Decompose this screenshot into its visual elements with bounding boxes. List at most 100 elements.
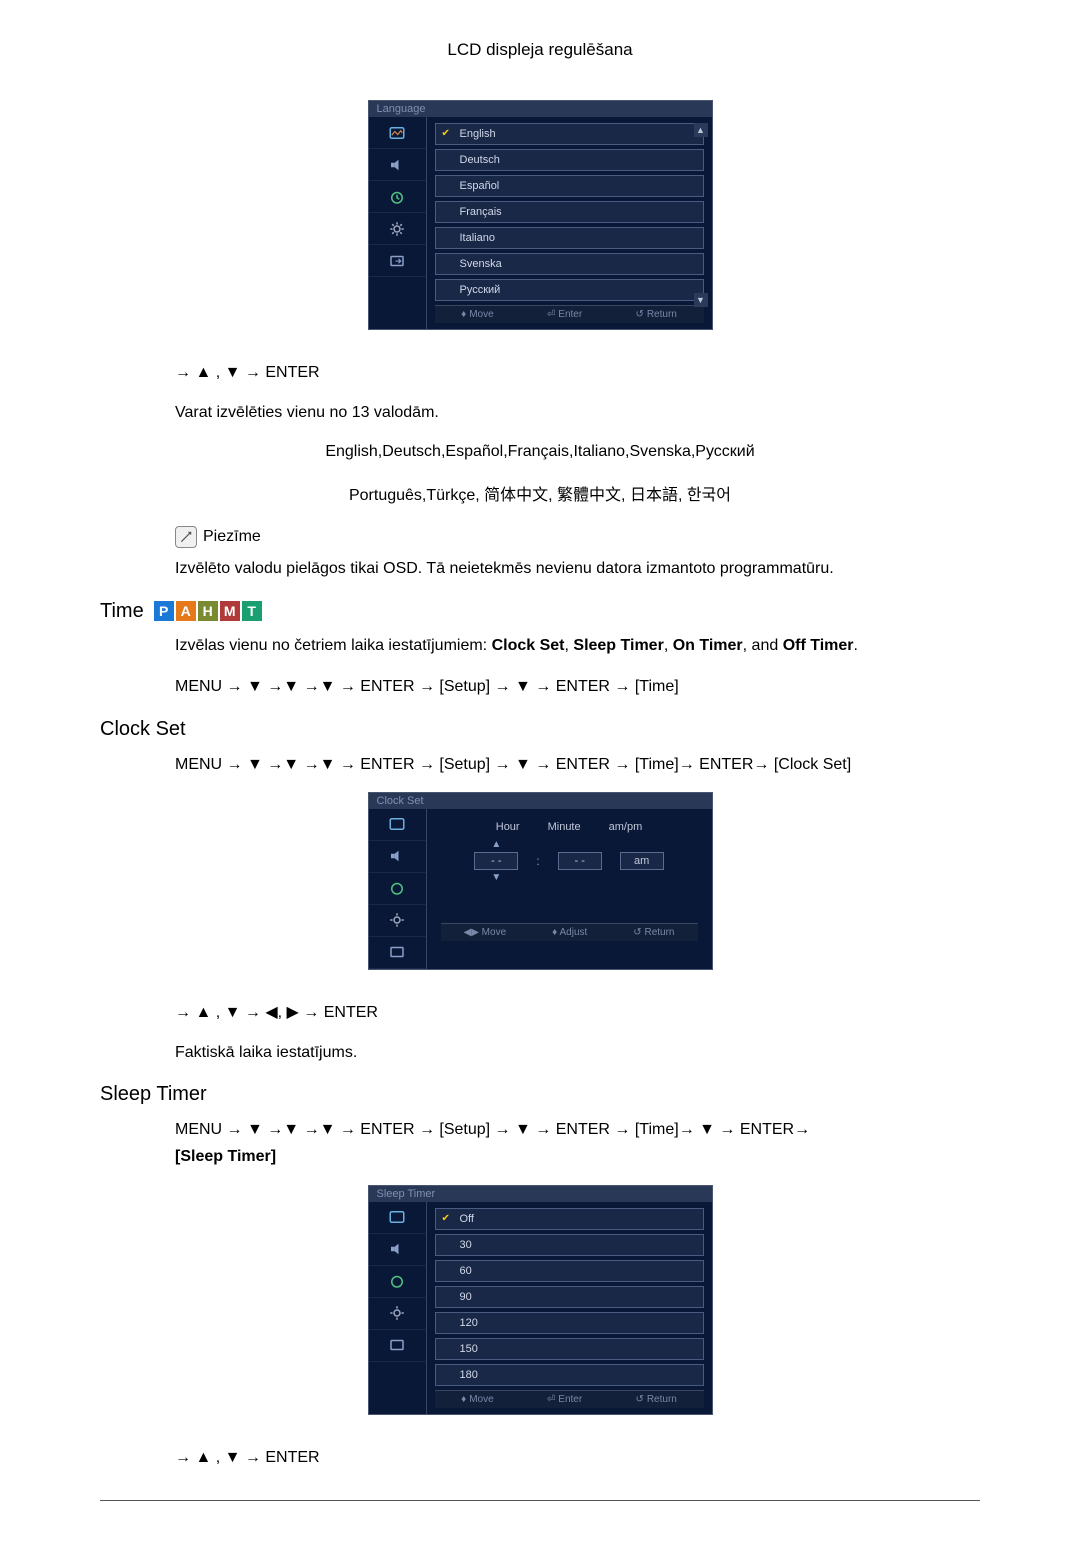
gear-icon[interactable] — [369, 1298, 426, 1330]
minute-value[interactable]: - - — [558, 852, 602, 870]
footer-adjust: ♦ Adjust — [552, 927, 587, 938]
footer-enter: ⏎ Enter — [547, 1394, 582, 1405]
footer-enter: ⏎ Enter — [547, 309, 582, 320]
osd-list: ✔ Off 30 60 90 120 150 180 ♦ Move ⏎ Enter… — [427, 1202, 712, 1414]
sleeptimer-heading: Sleep Timer — [100, 1083, 980, 1106]
col-hour: Hour — [496, 821, 520, 833]
input-icon[interactable] — [369, 245, 426, 277]
sleeptimer-osd-panel: Sleep Timer ✔ Off 30 60 90 120 150 180 ♦ … — [368, 1185, 713, 1415]
item-label: Svenska — [460, 258, 502, 270]
list-item[interactable]: 60 — [435, 1260, 704, 1282]
list-item[interactable]: Español — [435, 175, 704, 197]
osd-title: Sleep Timer — [369, 1186, 712, 1202]
list-item[interactable]: Français — [435, 201, 704, 223]
page-title: LCD displeja regulēšana — [100, 40, 980, 60]
osd-title: Language — [369, 101, 712, 117]
col-minute: Minute — [548, 821, 581, 833]
gear-icon[interactable] — [369, 213, 426, 245]
language-list-1: English,Deutsch,Español,Français,Italian… — [100, 439, 980, 465]
list-item[interactable]: 180 — [435, 1364, 704, 1386]
list-item[interactable]: ✔ Off — [435, 1208, 704, 1230]
item-label: 60 — [460, 1265, 472, 1277]
time-intro: Izvēlas vienu no četriem laika iestatīju… — [175, 633, 980, 659]
item-label: 150 — [460, 1343, 478, 1355]
timer-icon[interactable] — [369, 1266, 426, 1298]
sleeptimer-nav: MENU → ▼ →▼ →▼ → ENTER → [Setup] → ▼ → E… — [175, 1116, 980, 1170]
clockset-heading: Clock Set — [100, 718, 980, 741]
item-label: Deutsch — [460, 154, 500, 166]
list-item[interactable]: 120 — [435, 1312, 704, 1334]
list-item[interactable]: Русский — [435, 279, 704, 301]
list-item[interactable]: 150 — [435, 1338, 704, 1360]
item-label: Français — [460, 206, 502, 218]
sleeptimer-nav3: → ▲ , ▼ → ENTER — [175, 1445, 980, 1471]
list-item[interactable]: Svenska — [435, 253, 704, 275]
sound-icon[interactable] — [369, 841, 426, 873]
input-icon[interactable] — [369, 937, 426, 969]
osd-title: Clock Set — [369, 793, 712, 809]
clockset-desc: Faktiskā laika iestatījums. — [175, 1040, 980, 1066]
check-icon: ✔ — [442, 1213, 454, 1225]
language-list-2: Português,Türkçe, 简体中文, 繁體中文, 日本語, 한국어 — [100, 483, 980, 509]
sound-icon[interactable] — [369, 149, 426, 181]
clockset-nav2: → ▲ , ▼ → ◀, ▶ → ENTER — [175, 1000, 980, 1026]
picture-icon[interactable] — [369, 1202, 426, 1234]
list-item[interactable]: ✔ English — [435, 123, 704, 145]
note-icon — [175, 526, 197, 548]
picture-icon[interactable] — [369, 117, 426, 149]
osd-footer: ◀▶ Move ♦ Adjust ↺ Return — [441, 923, 698, 941]
list-item[interactable]: 30 — [435, 1234, 704, 1256]
page-rule — [100, 1500, 980, 1501]
footer-return: ↺ Return — [633, 927, 674, 938]
down-arrow-icon[interactable]: ▼ — [491, 872, 501, 883]
osd-sidebar — [369, 117, 427, 329]
badge-h: H — [198, 601, 218, 621]
timer-icon[interactable] — [369, 181, 426, 213]
list-item[interactable]: Deutsch — [435, 149, 704, 171]
time-nav: MENU → ▼ →▼ →▼ → ENTER → [Setup] → ▼ → E… — [175, 673, 980, 700]
note-text: Izvēlēto valodu pielāgos tikai OSD. Tā n… — [175, 556, 980, 582]
clockset-osd-panel: Clock Set Hour Minute am/pm ▲ - - — [368, 792, 713, 970]
language-osd-panel: Language ▲ ✔ English Deutsch Español Fran… — [368, 100, 713, 330]
badge-t: T — [242, 601, 262, 621]
hour-value[interactable]: - - — [474, 852, 518, 870]
colon: : — [536, 854, 539, 868]
item-label: 120 — [460, 1317, 478, 1329]
osd-sidebar — [369, 809, 427, 969]
osd-sidebar — [369, 1202, 427, 1414]
badge-m: M — [220, 601, 240, 621]
item-label: English — [460, 128, 496, 140]
input-icon[interactable] — [369, 1330, 426, 1362]
footer-return: ↺ Return — [635, 1394, 676, 1405]
footer-move: ◀▶ Move — [464, 927, 507, 938]
check-icon: ✔ — [442, 128, 454, 140]
nav-instruction: → ▲ , ▼ → ENTER — [175, 360, 980, 386]
gear-icon[interactable] — [369, 905, 426, 937]
up-arrow-icon[interactable]: ▲ — [491, 839, 501, 850]
scroll-up-icon[interactable]: ▲ — [694, 123, 708, 137]
select-text: Varat izvēlēties vienu no 13 valodām. — [175, 400, 980, 426]
osd-footer: ♦ Move ⏎ Enter ↺ Return — [435, 305, 704, 323]
item-label: Русский — [460, 284, 501, 296]
sound-icon[interactable] — [369, 1234, 426, 1266]
footer-return: ↺ Return — [635, 309, 676, 320]
clock-content: Hour Minute am/pm ▲ - - ▼ : - - am ◀▶ — [427, 809, 712, 969]
ampm-value[interactable]: am — [620, 852, 664, 870]
timer-icon[interactable] — [369, 873, 426, 905]
note-label: Piezīme — [203, 528, 261, 546]
item-label: 90 — [460, 1291, 472, 1303]
list-item[interactable]: 90 — [435, 1286, 704, 1308]
footer-move: ♦ Move — [461, 1394, 494, 1405]
osd-footer: ♦ Move ⏎ Enter ↺ Return — [435, 1390, 704, 1408]
item-label: 180 — [460, 1369, 478, 1381]
badge-p: P — [154, 601, 174, 621]
item-label: Off — [460, 1213, 474, 1225]
mode-badges: P A H M T — [154, 601, 262, 621]
item-label: Español — [460, 180, 500, 192]
osd-list: ▲ ✔ English Deutsch Español Français Ital… — [427, 117, 712, 329]
scroll-down-icon[interactable]: ▼ — [694, 293, 708, 307]
picture-icon[interactable] — [369, 809, 426, 841]
list-item[interactable]: Italiano — [435, 227, 704, 249]
item-label: Italiano — [460, 232, 495, 244]
item-label: 30 — [460, 1239, 472, 1251]
